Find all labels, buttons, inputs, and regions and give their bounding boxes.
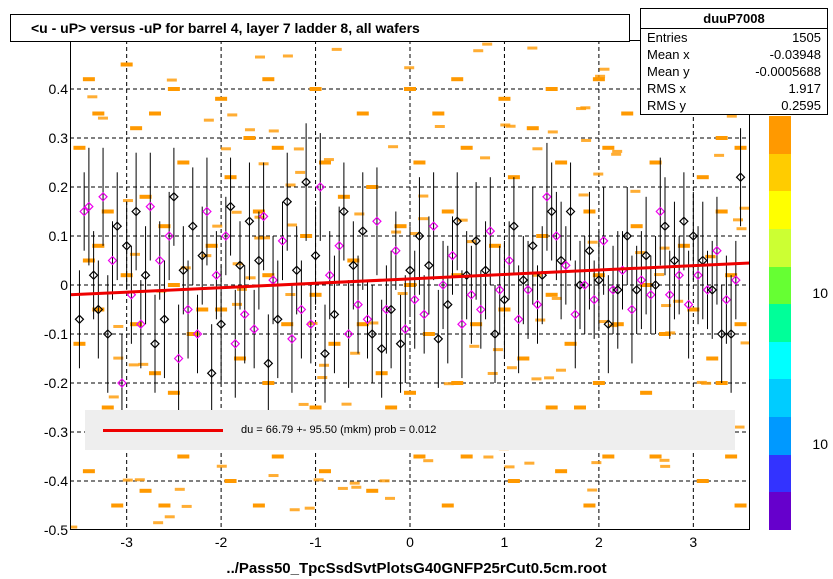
colorbar-label-1: 10 — [812, 285, 828, 301]
colorbar — [769, 116, 791, 530]
x-tick-label: 0 — [406, 534, 414, 550]
stats-row: Entries1505 — [641, 29, 827, 46]
stats-row: RMS x1.917 — [641, 80, 827, 97]
stats-row: Mean y-0.0005688 — [641, 63, 827, 80]
y-tick-label: 0.4 — [49, 81, 68, 97]
y-tick-label: 0.2 — [49, 179, 68, 195]
y-tick-label: 0 — [60, 277, 68, 293]
legend-text: du = 66.79 +- 95.50 (mkm) prob = 0.012 — [241, 424, 436, 436]
fit-legend: du = 66.79 +- 95.50 (mkm) prob = 0.012 — [85, 410, 735, 450]
x-tick-label: 1 — [501, 534, 509, 550]
y-tick-label: -0.5 — [44, 522, 68, 538]
x-tick-label: 3 — [689, 534, 697, 550]
chart-title-box: <u - uP> versus -uP for barrel 4, layer … — [10, 14, 630, 42]
legend-line-sample — [103, 429, 223, 432]
y-tick-label: -0.3 — [44, 424, 68, 440]
y-tick-label: 0.3 — [49, 130, 68, 146]
x-axis-label: ../Pass50_TpcSsdSvtPlotsG40GNFP25rCut0.5… — [0, 560, 833, 577]
y-tick-label: -0.4 — [44, 473, 68, 489]
y-tick-label: -0.1 — [44, 326, 68, 342]
colorbar-label-2: 10 — [812, 436, 828, 452]
x-tick-label: -3 — [120, 534, 132, 550]
x-tick-label: 2 — [595, 534, 603, 550]
y-tick-label: -0.2 — [44, 375, 68, 391]
y-tick-label: 0.1 — [49, 228, 68, 244]
stats-row: RMS y0.2595 — [641, 97, 827, 114]
stats-box: duuP7008 Entries1505Mean x-0.03948Mean y… — [640, 8, 828, 115]
chart-title: <u - uP> versus -uP for barrel 4, layer … — [31, 20, 420, 36]
x-tick-label: -1 — [309, 534, 321, 550]
x-tick-label: -2 — [215, 534, 227, 550]
stats-name: duuP7008 — [641, 9, 827, 29]
stats-row: Mean x-0.03948 — [641, 46, 827, 63]
